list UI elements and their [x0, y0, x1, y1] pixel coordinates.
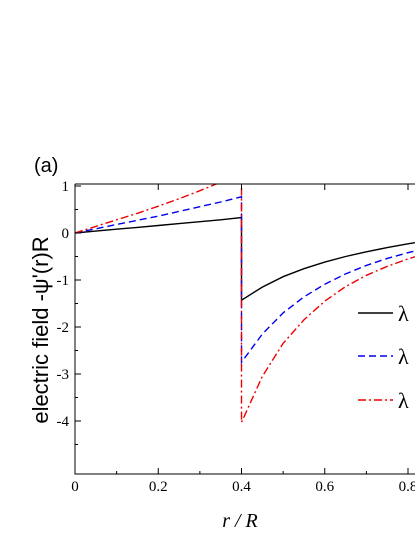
legend-label-2: λ [398, 344, 409, 369]
legend-label-1: λ [398, 301, 409, 326]
y-tick-label: 0 [62, 226, 70, 242]
y-tick-label: 1 [62, 179, 70, 195]
y-axis-label: electric field -ψ'(r)R [28, 236, 53, 423]
y-tick-label: -2 [57, 320, 70, 336]
x-tick-label: 0.6 [315, 479, 334, 495]
y-tick-label: -1 [57, 273, 70, 289]
series-line-2 [75, 195, 415, 365]
axes-frame [74, 184, 415, 475]
y-tick-label: -4 [57, 414, 70, 430]
axis-ticks: 0 0.2 0.4 0.6 0.8 1 0 -1 -2 -3 -4 [57, 179, 415, 495]
x-tick-label: 0 [71, 479, 79, 495]
x-tick-label: 0.2 [149, 479, 168, 495]
legend: λλλ [358, 301, 409, 413]
y-tick-label: -3 [57, 367, 70, 383]
x-tick-label: 0.8 [399, 479, 415, 495]
plot-area [75, 184, 415, 423]
panel-label: (a) [34, 155, 58, 177]
series-line-3 [75, 184, 415, 423]
legend-label-3: λ [398, 388, 409, 413]
series-line-1 [75, 216, 415, 302]
x-axis-label: r / R [222, 510, 258, 532]
x-tick-label: 0.4 [232, 479, 251, 495]
